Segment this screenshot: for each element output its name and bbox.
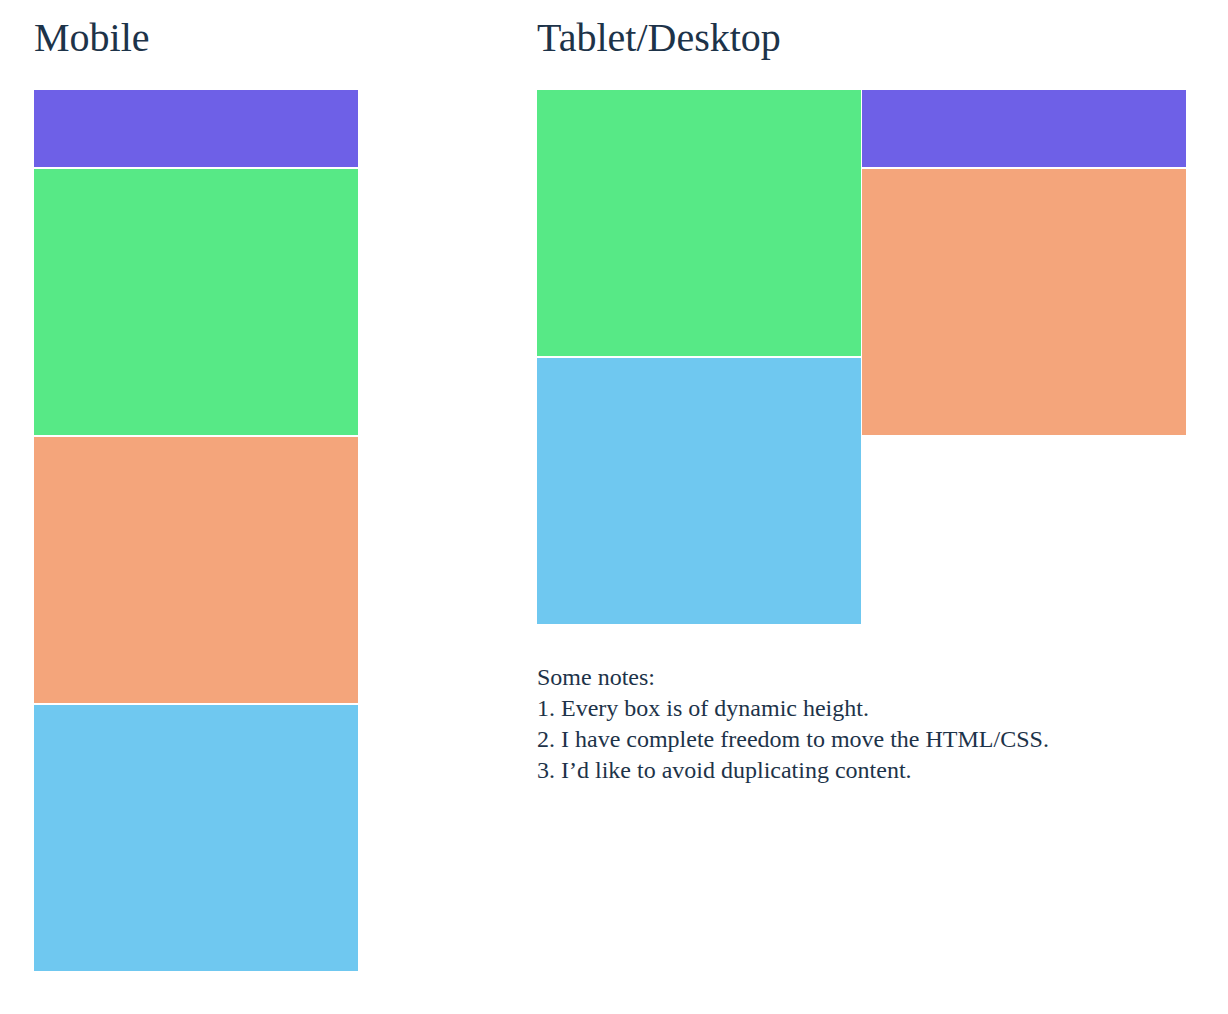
- tablet-box-columns: [537, 90, 1187, 624]
- tablet-column-left: [537, 90, 861, 624]
- mobile-purple-box: [34, 90, 358, 167]
- tablet-purple-box: [862, 90, 1186, 167]
- mobile-section: Mobile: [34, 18, 358, 971]
- tablet-green-box: [537, 90, 861, 356]
- mobile-green-box: [34, 169, 358, 435]
- notes-heading: Some notes:: [537, 662, 1187, 693]
- tablet-desktop-section: Tablet/Desktop Some notes: 1. Every box …: [537, 18, 1187, 786]
- tablet-blue-box: [537, 358, 861, 624]
- note-item-1: 1. Every box is of dynamic height.: [537, 693, 1187, 724]
- note-item-3: 3. I’d like to avoid duplicating content…: [537, 755, 1187, 786]
- note-item-2: 2. I have complete freedom to move the H…: [537, 724, 1187, 755]
- mobile-blue-box: [34, 705, 358, 971]
- tablet-desktop-section-title: Tablet/Desktop: [537, 18, 1187, 58]
- notes-block: Some notes: 1. Every box is of dynamic h…: [537, 662, 1187, 786]
- mobile-orange-box: [34, 437, 358, 703]
- mobile-box-stack: [34, 90, 358, 971]
- tablet-column-right: [862, 90, 1186, 624]
- tablet-orange-box: [862, 169, 1186, 435]
- mobile-section-title: Mobile: [34, 18, 358, 58]
